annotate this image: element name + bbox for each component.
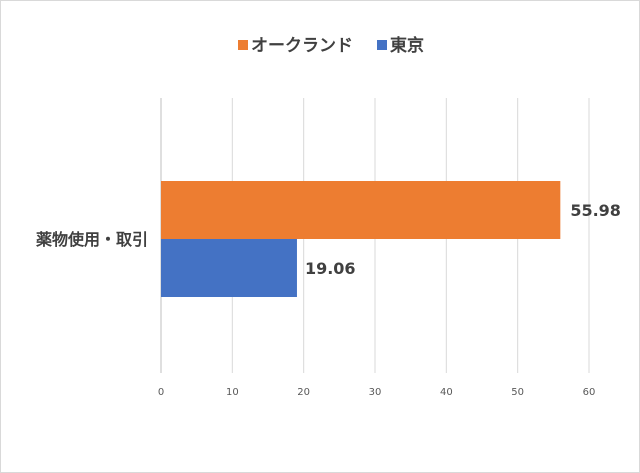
x-tick-label: 40 — [440, 387, 453, 398]
legend-swatch — [377, 40, 387, 50]
legend-item-tokyo: 東京 — [390, 35, 424, 56]
legend-item-auckland: オークランド — [251, 36, 353, 56]
x-tick-label: 50 — [511, 387, 524, 398]
data-label: 19.06 — [305, 259, 356, 278]
x-tick-label: 10 — [226, 387, 239, 398]
bar-tokyo — [161, 239, 297, 297]
x-tick-label: 20 — [297, 387, 310, 398]
x-tick-label: 30 — [369, 387, 382, 398]
data-label: 55.98 — [570, 201, 621, 220]
bar-auckland — [161, 181, 561, 239]
x-tick-label: 60 — [583, 387, 596, 398]
legend-swatch — [238, 40, 248, 50]
x-tick-label: 0 — [158, 387, 164, 398]
category-label: 薬物使用・取引 — [35, 230, 148, 249]
